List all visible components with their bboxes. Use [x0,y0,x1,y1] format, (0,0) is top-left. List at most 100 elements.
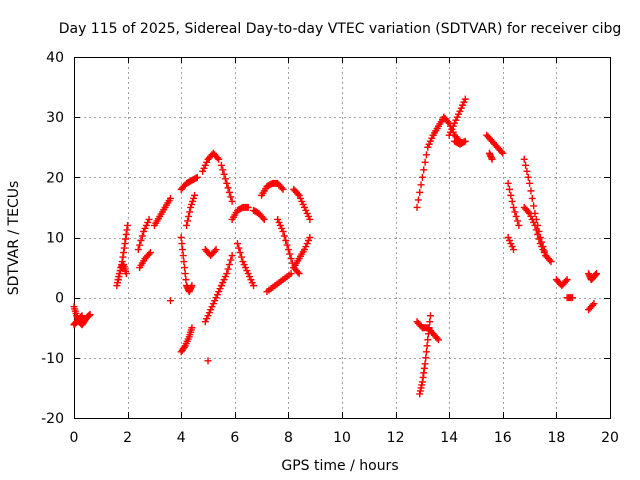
data-point [524,173,532,181]
data-point [416,188,424,196]
data-point [426,312,434,320]
data-point [527,187,535,195]
data-point [191,191,199,199]
data-point [306,234,314,241]
series-t32 [451,137,469,148]
data-point [520,155,528,163]
data-point [233,240,241,248]
series-t6 [136,249,154,272]
series-t13 [199,149,223,175]
series-t31 [445,95,469,139]
data-point [185,212,193,220]
data-point [524,208,532,216]
data-point [124,221,132,229]
data-point [283,241,291,249]
data-point [186,208,194,216]
data-point [78,312,86,320]
data-point [424,330,432,338]
series-t5 [134,215,153,254]
data-point [225,261,233,269]
data-point [413,203,421,211]
series-t42 [585,300,598,314]
data-point [178,240,186,248]
data-point [497,148,505,156]
data-point [223,270,231,278]
data-point [219,166,227,174]
series-t17 [217,161,236,205]
series-t10 [177,234,196,296]
data-point [423,342,431,350]
data-point [510,246,518,254]
data-point [166,194,174,202]
data-point [422,348,430,356]
data-point [212,246,220,254]
x-tick-label: 20 [601,430,619,446]
data-point [424,336,432,344]
grid-lines [74,57,610,418]
data-point [146,249,154,257]
data-point [179,252,187,260]
data-point [461,95,469,103]
data-point [589,301,597,309]
x-tick-label: 2 [123,430,132,446]
data-point [228,252,236,260]
data-point [433,334,441,342]
series-t21 [250,206,268,223]
data-point [568,294,576,302]
y-tick-label: 10 [46,231,64,247]
series-t14 [201,246,220,260]
data-point [225,188,233,196]
data-point [250,282,258,290]
series-t24 [274,215,303,278]
series-t25 [290,185,314,223]
data-point [504,179,512,187]
data-point [193,173,201,181]
series-t23 [263,270,295,296]
data-point [534,230,542,238]
data-point [514,217,522,225]
series-t4 [114,261,130,284]
series-t40 [563,294,576,302]
y-tick-label: 40 [46,50,64,66]
data-point [444,118,452,126]
data-point [86,311,94,319]
series-t38 [520,203,555,266]
series-t26 [290,234,314,272]
data-point [522,161,530,169]
data-point [282,237,290,245]
data-point [279,185,287,193]
data-point [183,221,191,229]
data-point [137,237,145,245]
y-tick-label: 30 [46,110,64,126]
data-point [546,256,554,264]
data-point [238,253,245,261]
x-tick-label: 0 [70,430,79,446]
series-t9 [177,173,201,193]
data-point [306,215,314,223]
y-axis-title: SDTVAR / TECUs [6,181,22,296]
data-point [421,360,429,368]
data-point [278,184,286,192]
data-point [235,244,243,252]
data-point [532,226,540,234]
data-point [515,221,523,229]
data-point [460,138,468,146]
data-point [224,265,232,273]
data-point [526,179,534,187]
data-point [181,270,189,278]
data-point [177,234,185,241]
data-point [535,235,543,243]
data-point [507,191,515,199]
data-point [511,208,519,216]
data-point [294,190,302,198]
data-point [523,167,531,175]
data-point [295,270,303,278]
data-point [562,277,570,285]
series-t7 [150,194,174,229]
series-t33 [483,131,507,157]
data-point [417,181,425,189]
data-point [227,256,235,264]
data-point [510,203,518,211]
data-point [184,217,192,225]
data-point [461,137,469,145]
